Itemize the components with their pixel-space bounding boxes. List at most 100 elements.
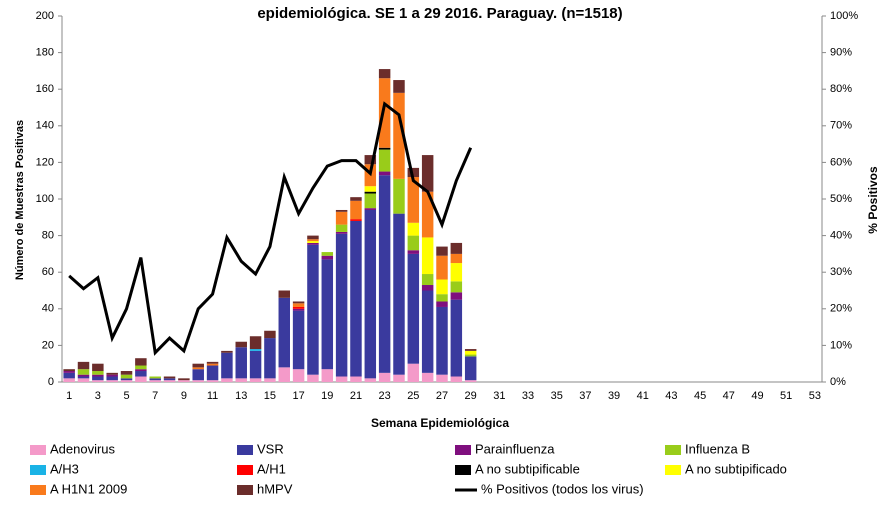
bar-segment bbox=[307, 239, 319, 242]
x-tick-label: 41 bbox=[637, 390, 649, 402]
bar-segment bbox=[106, 374, 118, 377]
legend-label: % Positivos (todos los virus) bbox=[481, 481, 644, 496]
y2-tick-label: 50% bbox=[830, 193, 852, 205]
y-tick-label: 0 bbox=[48, 376, 54, 388]
bar-segment bbox=[421, 372, 434, 382]
bar-segment bbox=[407, 250, 420, 254]
bar-segment bbox=[464, 380, 477, 382]
bar-segment bbox=[221, 352, 233, 379]
y2-tick-label: 10% bbox=[830, 339, 852, 351]
bar-segment bbox=[335, 231, 348, 234]
y-tick-label: 40 bbox=[42, 303, 54, 315]
bar-segment bbox=[421, 155, 434, 192]
x-tick-label: 15 bbox=[264, 390, 276, 402]
bar-segment bbox=[163, 378, 176, 381]
bar-segment bbox=[278, 297, 290, 368]
bar-segment bbox=[77, 361, 90, 370]
bar-segment bbox=[92, 380, 104, 382]
bar-segment bbox=[63, 371, 75, 373]
bar-segment bbox=[321, 369, 334, 382]
bar-segment bbox=[378, 175, 391, 373]
bar-segment bbox=[378, 147, 391, 150]
bar-segment bbox=[450, 292, 463, 300]
bar-segment bbox=[421, 274, 434, 286]
x-tick-label: 31 bbox=[493, 390, 505, 402]
bar-segment bbox=[221, 378, 233, 382]
bar-segment bbox=[335, 211, 348, 225]
y2-tick-label: 60% bbox=[830, 156, 852, 168]
bar-segment bbox=[378, 78, 391, 148]
bar-segment bbox=[278, 290, 290, 298]
bar-segment bbox=[206, 365, 219, 381]
legend-label: hMPV bbox=[257, 481, 293, 496]
y-tick-label: 120 bbox=[36, 156, 54, 168]
bar-segment bbox=[192, 380, 204, 382]
bar-segment bbox=[77, 378, 90, 382]
legend-label: A/H1 bbox=[257, 461, 286, 476]
bar-segment bbox=[364, 208, 377, 210]
bar-segment bbox=[378, 69, 391, 79]
bar-segment bbox=[350, 376, 362, 382]
bar-segment bbox=[249, 350, 262, 379]
legend-label: Influenza B bbox=[685, 441, 750, 456]
legend-swatch bbox=[30, 465, 46, 475]
bar-segment bbox=[292, 369, 305, 382]
bar-segment bbox=[120, 374, 133, 379]
bar-segment bbox=[264, 338, 276, 379]
bar-segment bbox=[450, 299, 463, 377]
y2-tick-label: 40% bbox=[830, 230, 852, 242]
bar-segment bbox=[307, 235, 319, 240]
bar-segment bbox=[192, 369, 204, 381]
x-tick-label: 45 bbox=[694, 390, 706, 402]
legend-swatch bbox=[237, 445, 253, 455]
bar-segment bbox=[350, 200, 362, 220]
bar-segment bbox=[92, 371, 104, 375]
x-tick-label: 29 bbox=[465, 390, 477, 402]
x-tick-label: 53 bbox=[809, 390, 821, 402]
bar-segment bbox=[364, 209, 377, 379]
x-tick-label: 49 bbox=[751, 390, 763, 402]
bar-segment bbox=[393, 213, 405, 375]
bar-segment bbox=[149, 378, 161, 381]
bar-segment bbox=[163, 376, 176, 379]
bar-segment bbox=[135, 369, 147, 372]
bar-segment bbox=[192, 367, 204, 370]
legend-swatch bbox=[237, 485, 253, 495]
bar-segment bbox=[364, 191, 377, 194]
bar-segment bbox=[436, 301, 448, 307]
bar-segment bbox=[321, 255, 334, 260]
y-tick-label: 60 bbox=[42, 266, 54, 278]
bar-segment bbox=[120, 380, 133, 382]
bar-segment bbox=[292, 303, 305, 307]
bar-segment bbox=[292, 306, 305, 309]
x-tick-label: 17 bbox=[292, 390, 304, 402]
bar-segment bbox=[450, 281, 463, 293]
y-tick-label: 180 bbox=[36, 47, 54, 59]
bar-segment bbox=[407, 167, 420, 178]
x-tick-label: 9 bbox=[181, 390, 187, 402]
bar-segment bbox=[350, 197, 362, 201]
x-tick-label: 37 bbox=[579, 390, 591, 402]
bar-segment bbox=[407, 222, 420, 236]
bar-segment bbox=[292, 308, 305, 311]
bar-segment bbox=[235, 347, 247, 379]
bar-segment bbox=[92, 363, 104, 372]
bar-segment bbox=[264, 330, 276, 339]
legend-swatch bbox=[665, 445, 681, 455]
bar-segment bbox=[307, 241, 319, 243]
y-tick-label: 200 bbox=[36, 10, 54, 22]
bar-segment bbox=[421, 191, 434, 238]
bar-segment bbox=[249, 349, 262, 351]
legend-swatch bbox=[455, 445, 471, 455]
bar-segment bbox=[135, 358, 147, 366]
bar-segment bbox=[393, 178, 405, 214]
bar-segment bbox=[364, 193, 377, 209]
bar-segment bbox=[120, 371, 133, 375]
bar-segment bbox=[421, 237, 434, 275]
y2-tick-label: 0% bbox=[830, 376, 846, 388]
y2-tick-label: 100% bbox=[830, 10, 858, 22]
y-tick-label: 140 bbox=[36, 120, 54, 132]
x-tick-label: 13 bbox=[235, 390, 247, 402]
bar-segment bbox=[307, 242, 319, 245]
